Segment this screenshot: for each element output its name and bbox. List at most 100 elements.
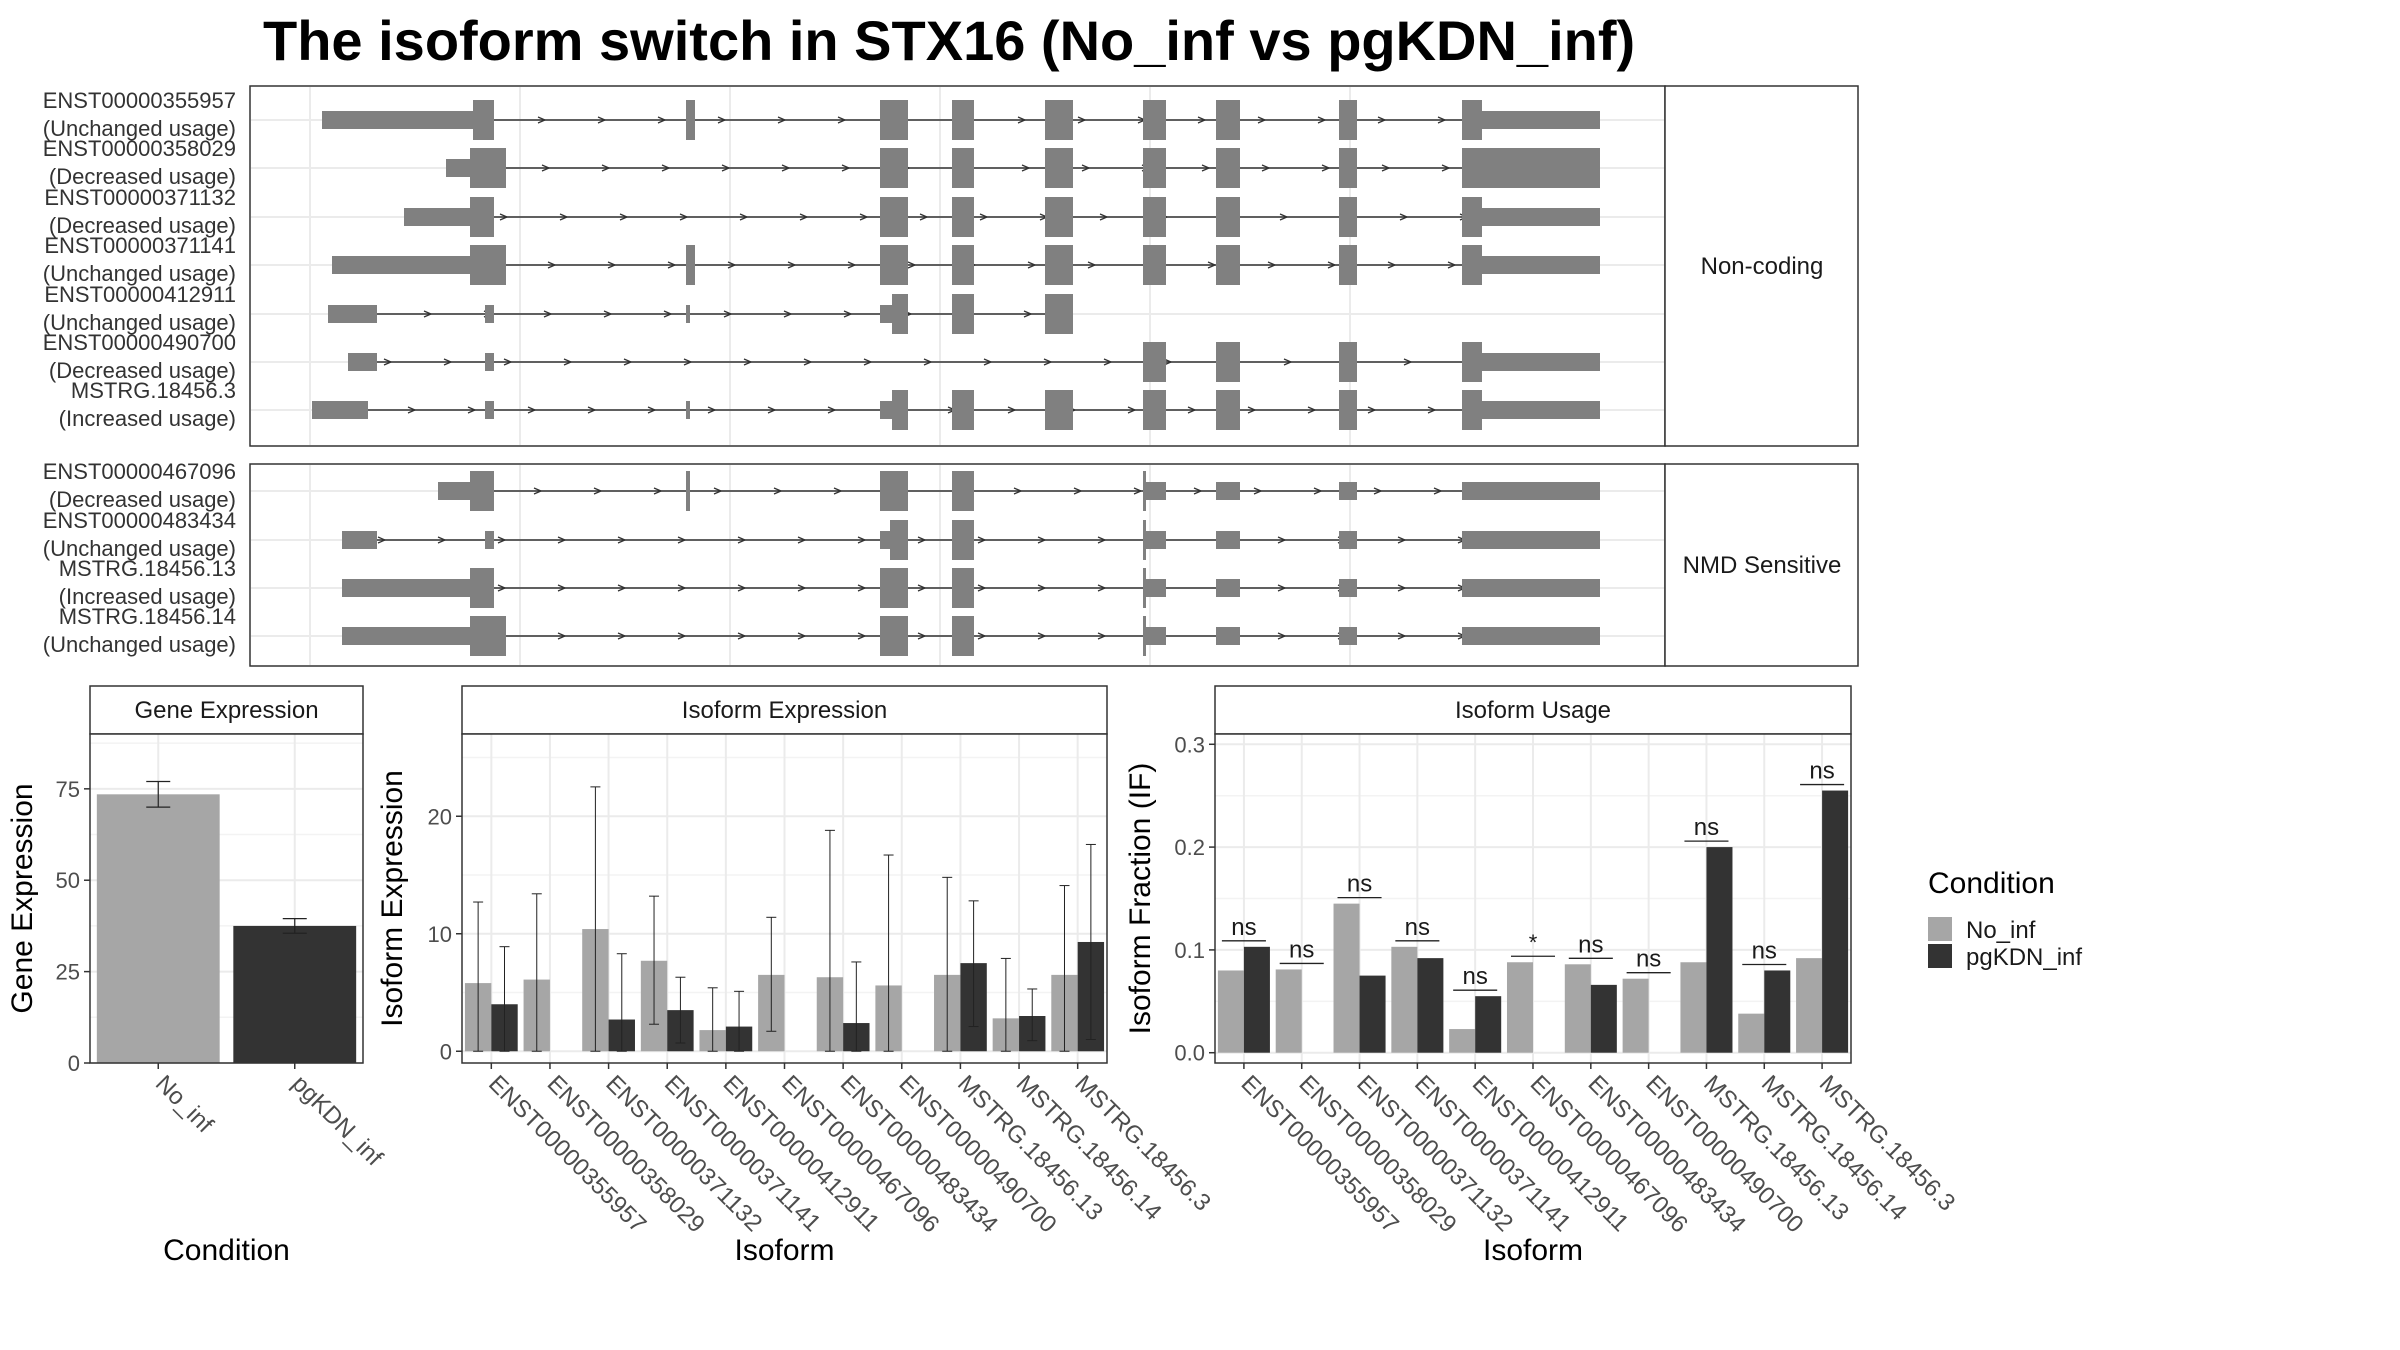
x-tick-label: pgKDN_inf — [287, 1070, 388, 1171]
transcript-id: MSTRG.18456.3 — [71, 378, 236, 403]
exon — [1339, 100, 1357, 140]
direction-arrow — [1023, 310, 1033, 318]
exon — [473, 100, 494, 140]
y-tick-label: 20 — [428, 804, 452, 829]
direction-arrow — [1433, 487, 1443, 495]
direction-arrow — [739, 213, 749, 221]
direction-arrow — [1201, 164, 1211, 172]
x-axis-title: Isoform — [734, 1234, 834, 1267]
y-tick-label: 0.3 — [1174, 732, 1205, 757]
direction-arrow — [707, 406, 717, 414]
exon — [1045, 148, 1073, 188]
exon — [1482, 111, 1600, 129]
direction-arrow — [1037, 536, 1047, 544]
y-tick-label: 0.1 — [1174, 938, 1205, 963]
exon — [485, 531, 494, 549]
transcript-usage: (Unchanged usage) — [43, 261, 236, 286]
direction-arrow — [653, 487, 663, 495]
legend-label: pgKDN_inf — [1966, 944, 2082, 971]
exon — [1143, 471, 1146, 511]
facet-strip — [1664, 463, 1859, 667]
exon — [952, 100, 974, 140]
direction-arrow — [587, 406, 597, 414]
direction-arrow — [1077, 116, 1087, 124]
direction-arrow — [857, 632, 867, 640]
direction-arrow — [657, 116, 667, 124]
legend-swatch — [1928, 944, 1952, 968]
transcript-id: MSTRG.18456.14 — [59, 604, 236, 629]
x-tick-label: No_inf — [150, 1070, 218, 1138]
bar — [1333, 903, 1360, 1053]
exon — [1339, 627, 1357, 645]
exon — [1482, 256, 1600, 274]
direction-arrow — [977, 632, 987, 640]
bar — [1680, 962, 1707, 1053]
direction-arrow — [1097, 632, 1107, 640]
direction-arrow — [727, 261, 737, 269]
exon — [1462, 245, 1482, 285]
chart-title: The isoform switch in STX16 (No_inf vs p… — [263, 9, 1636, 72]
direction-arrow — [603, 310, 613, 318]
direction-arrow — [1427, 406, 1437, 414]
exon — [880, 197, 908, 237]
exon — [342, 627, 470, 645]
exon — [1146, 531, 1166, 549]
direction-arrow — [777, 116, 787, 124]
direction-arrow — [619, 213, 629, 221]
transcript-id: MSTRG.18456.13 — [59, 556, 236, 581]
direction-arrow — [537, 116, 547, 124]
exon — [890, 520, 908, 560]
exon — [686, 245, 695, 285]
significance-label: ns — [1578, 931, 1603, 958]
exon — [1045, 100, 1073, 140]
exon — [880, 568, 908, 608]
direction-arrow — [1073, 487, 1083, 495]
direction-arrow — [1437, 116, 1447, 124]
direction-arrow — [1197, 116, 1207, 124]
significance-label: ns — [1752, 937, 1777, 964]
direction-arrow — [617, 632, 627, 640]
direction-arrow — [503, 358, 513, 366]
transcript-usage: (Decreased usage) — [49, 164, 236, 189]
y-axis-title: Isoform Expression — [376, 770, 409, 1027]
direction-arrow — [977, 584, 987, 592]
exon — [952, 520, 974, 560]
facet-strip — [1664, 85, 1859, 447]
exon — [1339, 197, 1357, 237]
bar — [1764, 970, 1791, 1053]
exon — [880, 471, 908, 511]
bar — [1449, 1029, 1476, 1053]
direction-arrow — [917, 632, 927, 640]
direction-arrow — [1037, 584, 1047, 592]
significance-label: ns — [1463, 963, 1488, 990]
bar — [1217, 970, 1244, 1053]
y-tick-label: 50 — [56, 868, 80, 893]
exon — [892, 294, 908, 334]
direction-arrow — [917, 584, 927, 592]
significance-label: ns — [1231, 914, 1256, 941]
x-axis-title: Isoform — [1483, 1234, 1583, 1267]
y-tick-label: 0 — [440, 1039, 452, 1064]
bar — [1590, 984, 1617, 1053]
exon — [470, 148, 506, 188]
direction-arrow — [737, 536, 747, 544]
direction-arrow — [713, 487, 723, 495]
direction-arrow — [557, 536, 567, 544]
direction-arrow — [737, 584, 747, 592]
direction-arrow — [717, 116, 727, 124]
direction-arrow — [857, 536, 867, 544]
exon — [1143, 148, 1166, 188]
direction-arrow — [1277, 632, 1287, 640]
direction-arrow — [977, 536, 987, 544]
direction-arrow — [617, 584, 627, 592]
direction-arrow — [647, 406, 657, 414]
exon — [1143, 568, 1146, 608]
exon — [1462, 100, 1482, 140]
direction-arrow — [1441, 164, 1451, 172]
exon — [1216, 579, 1240, 597]
y-tick-label: 0.2 — [1174, 835, 1205, 860]
direction-arrow — [797, 584, 807, 592]
exon — [438, 482, 470, 500]
direction-arrow — [557, 632, 567, 640]
direction-arrow — [837, 116, 847, 124]
